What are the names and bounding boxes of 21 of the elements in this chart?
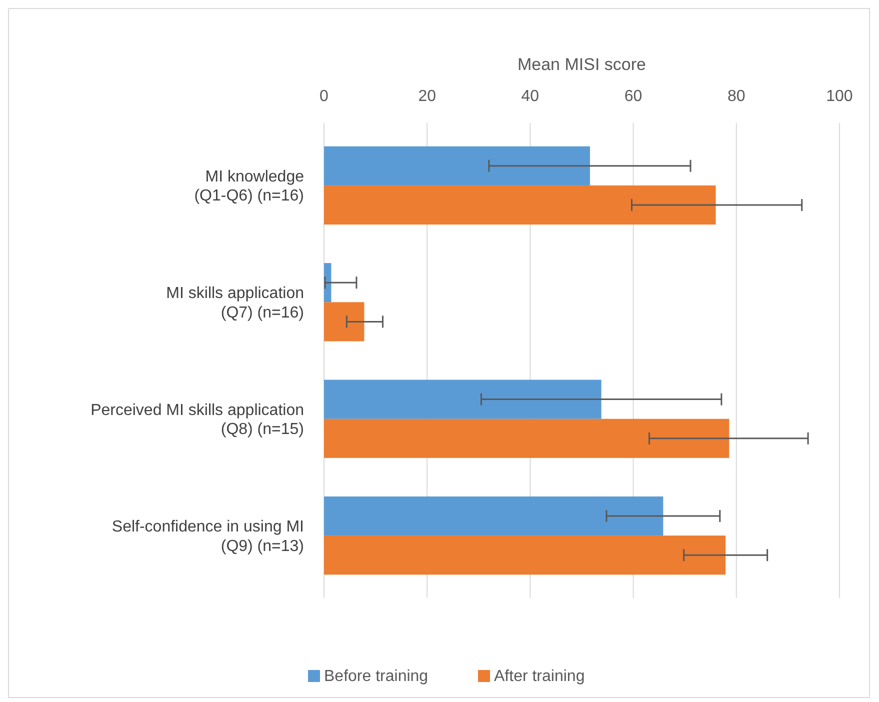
bar <box>324 418 730 458</box>
bar <box>324 380 602 419</box>
y-tick-label: MI knowledge (Q1-Q6) (n=16) <box>194 168 304 205</box>
bar <box>324 496 664 536</box>
x-tick-label: 60 <box>624 88 642 105</box>
y-tick-label: MI skills application (Q7) (n=16) <box>166 285 304 322</box>
x-tick-label: 40 <box>521 88 540 105</box>
x-tick-label: 20 <box>418 88 436 105</box>
bar <box>324 536 726 575</box>
x-tick-label: 100 <box>826 88 853 105</box>
y-tick-label: Self-confidence in using MI (Q9) (n=13) <box>112 518 304 555</box>
bar <box>324 302 364 342</box>
x-tick-label: 80 <box>727 88 746 105</box>
bar <box>324 263 332 302</box>
legend-label: After training <box>494 668 585 685</box>
x-axis-title: Mean MISI score <box>517 55 646 74</box>
y-tick-label: Perceived MI skills application (Q8) (n=15) <box>90 402 304 438</box>
bar <box>324 185 716 225</box>
legend-label: Before training <box>324 668 428 685</box>
bar <box>324 146 590 186</box>
x-tick-label: 0 <box>320 88 329 105</box>
